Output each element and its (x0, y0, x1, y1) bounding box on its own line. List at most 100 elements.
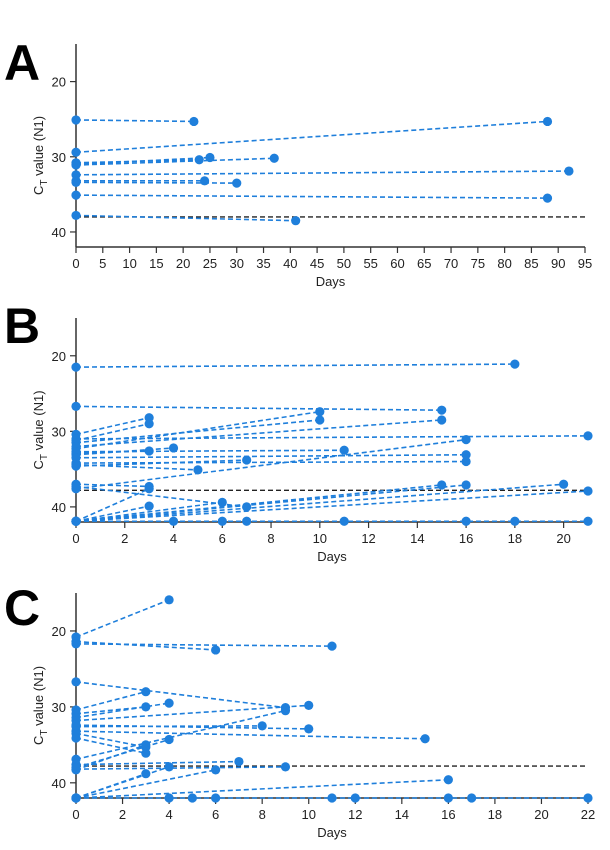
series-line (75, 709, 286, 761)
data-point (232, 178, 242, 188)
series-line (75, 453, 467, 459)
series-line (75, 484, 442, 523)
data-point (71, 733, 81, 743)
x-tick-label: 10 (313, 531, 327, 546)
x-axis-title: Days (317, 825, 347, 840)
data-point (211, 793, 221, 803)
panel-b: B 20 30 40 0 2 4 6 8 10 12 14 16 18 20 Days CT value (N1… (4, 298, 593, 564)
data-point (71, 190, 81, 200)
data-point (291, 216, 301, 226)
x-tick-label: 20 (556, 531, 570, 546)
data-point (542, 116, 553, 127)
data-point (443, 793, 453, 803)
series-line (75, 766, 170, 799)
series-line (75, 463, 198, 471)
x-tick-label: 60 (390, 256, 404, 271)
series-line (75, 725, 263, 728)
series-line (75, 640, 216, 651)
x-tick-label: 15 (149, 256, 163, 271)
series-line (75, 488, 150, 522)
series-line (75, 120, 548, 154)
series-line (75, 778, 449, 799)
x-tick-label: 8 (259, 807, 266, 822)
series-line (75, 419, 442, 448)
series-line (75, 643, 333, 647)
y-tick-label: 20 (52, 349, 66, 364)
y-tick-label: 30 (52, 150, 66, 165)
data-point (141, 748, 151, 758)
x-tick-label: 55 (363, 256, 377, 271)
y-tick-label: 30 (52, 700, 66, 715)
y-tick-label: 40 (52, 776, 66, 791)
x-tick-label: 16 (441, 807, 455, 822)
data-point (144, 484, 154, 494)
x-tick-label: 0 (72, 807, 79, 822)
series-line (75, 416, 150, 436)
data-point (71, 362, 81, 372)
x-tick-label: 35 (256, 256, 270, 271)
data-point (71, 210, 81, 221)
x-tick-label: 10 (301, 807, 315, 822)
data-point (164, 734, 174, 745)
data-point (461, 450, 471, 460)
panel-letter: C (4, 580, 40, 636)
data-point (315, 415, 325, 425)
data-point (510, 516, 520, 526)
series-line (75, 170, 569, 176)
x-tick-label: 20 (176, 256, 190, 271)
data-point (510, 359, 520, 369)
data-point (304, 700, 314, 710)
panel-a: A 20 30 40 0 5 10 15 20 25 30 35 40 45 50 55 60 65 70 75 80 8… (4, 35, 592, 289)
data-point (71, 481, 81, 492)
data-point (193, 465, 203, 475)
data-point (71, 160, 81, 170)
data-point (542, 193, 553, 203)
series-line (75, 485, 247, 508)
y-axis-title: CT value (N1) (31, 390, 50, 469)
series-line (75, 435, 589, 440)
data-point (339, 445, 349, 455)
data-point (144, 419, 154, 429)
x-tick-label: 10 (122, 256, 136, 271)
y-axis-title: CT value (N1) (31, 116, 50, 195)
data-point (141, 702, 151, 712)
series-line (75, 702, 170, 719)
data-point (339, 516, 349, 526)
x-tick-label: 4 (165, 807, 172, 822)
data-point (280, 762, 291, 772)
series-line (75, 744, 147, 771)
x-tick-label: 45 (310, 256, 324, 271)
panel-c: C 20 30 40 0 2 4 6 8 10 12 14 16 18 20 22 Days CT value (… (4, 580, 595, 840)
series-line (75, 438, 467, 490)
data-point (71, 763, 81, 773)
data-point (467, 793, 477, 803)
data-point (164, 698, 174, 708)
data-point (168, 443, 179, 453)
data-point (164, 762, 174, 772)
series-line (75, 181, 237, 184)
data-point (420, 734, 430, 744)
x-tick-label: 2 (119, 807, 126, 822)
data-point (164, 595, 174, 605)
series-line (75, 760, 239, 766)
series-line (75, 419, 320, 444)
data-point (443, 775, 453, 785)
x-tick-label: 50 (337, 256, 351, 271)
data-point (71, 401, 81, 411)
data-point (141, 769, 151, 779)
data-point (437, 405, 447, 415)
series-line (75, 483, 150, 488)
data-point (257, 721, 267, 731)
series-line (75, 119, 194, 123)
series-line (75, 681, 286, 709)
x-tick-label: 12 (348, 807, 362, 822)
data-point (234, 756, 244, 767)
data-point (187, 793, 197, 803)
data-point (71, 177, 81, 187)
data-point (211, 765, 221, 775)
series-line (75, 599, 170, 638)
data-point (461, 456, 471, 467)
x-tick-label: 65 (417, 256, 431, 271)
y-axis-title: CT value (N1) (31, 666, 50, 745)
